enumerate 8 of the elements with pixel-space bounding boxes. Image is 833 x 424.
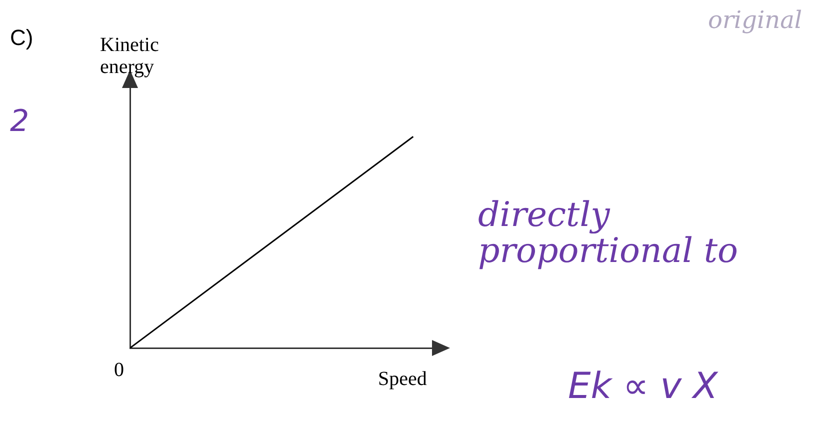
y-axis-title: Kinetic energy xyxy=(100,34,160,78)
annotation: 2 xyxy=(10,104,30,139)
annotation: directly proportional to xyxy=(478,195,739,271)
text: original xyxy=(708,6,802,34)
text: Ek ∝ v X xyxy=(568,366,718,407)
text: 0 xyxy=(114,359,124,381)
x-axis-title: Speed xyxy=(378,368,427,391)
text: C) xyxy=(10,25,34,50)
